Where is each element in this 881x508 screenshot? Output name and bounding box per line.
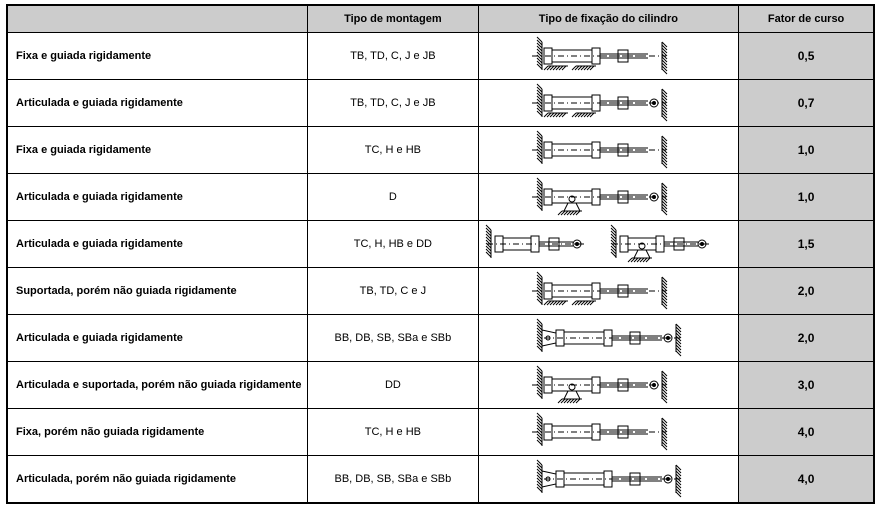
diagram-cell [478,362,739,409]
table-row: Fixa, porém não guiada rigidamenteTC, H … [7,409,874,456]
stroke-factor-cell: 1,0 [739,174,874,221]
stroke-factor-cell: 3,0 [739,362,874,409]
stroke-factor-cell: 0,5 [739,33,874,80]
cylinder-diagram-icon [479,365,739,405]
header-stroke-factor: Fator de curso [739,5,874,33]
description-cell: Articulada, porém não guiada rigidamente [7,456,308,504]
diagram-cell [478,268,739,315]
mount-type-cell: TC, H e HB [308,409,478,456]
stroke-factor-cell: 1,0 [739,127,874,174]
mount-type-cell: BB, DB, SB, SBa e SBb [308,315,478,362]
mount-type-cell: TC, H, HB e DD [308,221,478,268]
cylinder-diagram-icon [479,177,739,217]
header-fixation-type: Tipo de fixação do cilindro [478,5,739,33]
table-row: Articulada e suportada, porém não guiada… [7,362,874,409]
diagram-cell [478,127,739,174]
description-cell: Fixa e guiada rigidamente [7,33,308,80]
description-cell: Articulada e guiada rigidamente [7,80,308,127]
stroke-factor-cell: 0,7 [739,80,874,127]
cylinder-diagram-icon [479,318,739,358]
diagram-cell [478,456,739,504]
table-row: Articulada, porém não guiada rigidamente… [7,456,874,504]
table-row: Suportada, porém não guiada rigidamenteT… [7,268,874,315]
description-cell: Suportada, porém não guiada rigidamente [7,268,308,315]
diagram-cell [478,409,739,456]
cylinder-diagram-icon [479,36,739,76]
header-blank [7,5,308,33]
table-row: Articulada e guiada rigidamenteBB, DB, S… [7,315,874,362]
stroke-factor-table: Tipo de montagem Tipo de fixação do cili… [6,4,875,504]
mount-type-cell: BB, DB, SB, SBa e SBb [308,456,478,504]
description-cell: Articulada e suportada, porém não guiada… [7,362,308,409]
diagram-cell [478,80,739,127]
diagram-cell [478,33,739,80]
stroke-factor-cell: 2,0 [739,315,874,362]
table-row: Fixa e guiada rigidamenteTB, TD, C, J e … [7,33,874,80]
cylinder-diagram-icon [479,271,739,311]
cylinder-diagram-icon [479,459,739,499]
stroke-factor-cell: 4,0 [739,456,874,504]
description-cell: Fixa, porém não guiada rigidamente [7,409,308,456]
stroke-factor-cell: 1,5 [739,221,874,268]
description-cell: Articulada e guiada rigidamente [7,174,308,221]
diagram-cell [478,174,739,221]
cylinder-diagram-icon [479,130,739,170]
description-cell: Articulada e guiada rigidamente [7,315,308,362]
cylinder-diagram-icon [479,412,739,452]
header-mount-type: Tipo de montagem [308,5,478,33]
description-cell: Fixa e guiada rigidamente [7,127,308,174]
cylinder-diagram-icon [479,83,739,123]
table-row: Articulada e guiada rigidamenteTB, TD, C… [7,80,874,127]
mount-type-cell: TB, TD, C e J [308,268,478,315]
cylinder-diagram-icon [479,224,739,264]
mount-type-cell: TC, H e HB [308,127,478,174]
diagram-cell [478,315,739,362]
stroke-factor-cell: 2,0 [739,268,874,315]
mount-type-cell: TB, TD, C, J e JB [308,33,478,80]
diagram-cell [478,221,739,268]
header-row: Tipo de montagem Tipo de fixação do cili… [7,5,874,33]
mount-type-cell: D [308,174,478,221]
table-row: Articulada e guiada rigidamenteTC, H, HB… [7,221,874,268]
mount-type-cell: TB, TD, C, J e JB [308,80,478,127]
stroke-factor-cell: 4,0 [739,409,874,456]
table-row: Articulada e guiada rigidamenteD 1,0 [7,174,874,221]
mount-type-cell: DD [308,362,478,409]
table-row: Fixa e guiada rigidamenteTC, H e HB 1,0 [7,127,874,174]
description-cell: Articulada e guiada rigidamente [7,221,308,268]
